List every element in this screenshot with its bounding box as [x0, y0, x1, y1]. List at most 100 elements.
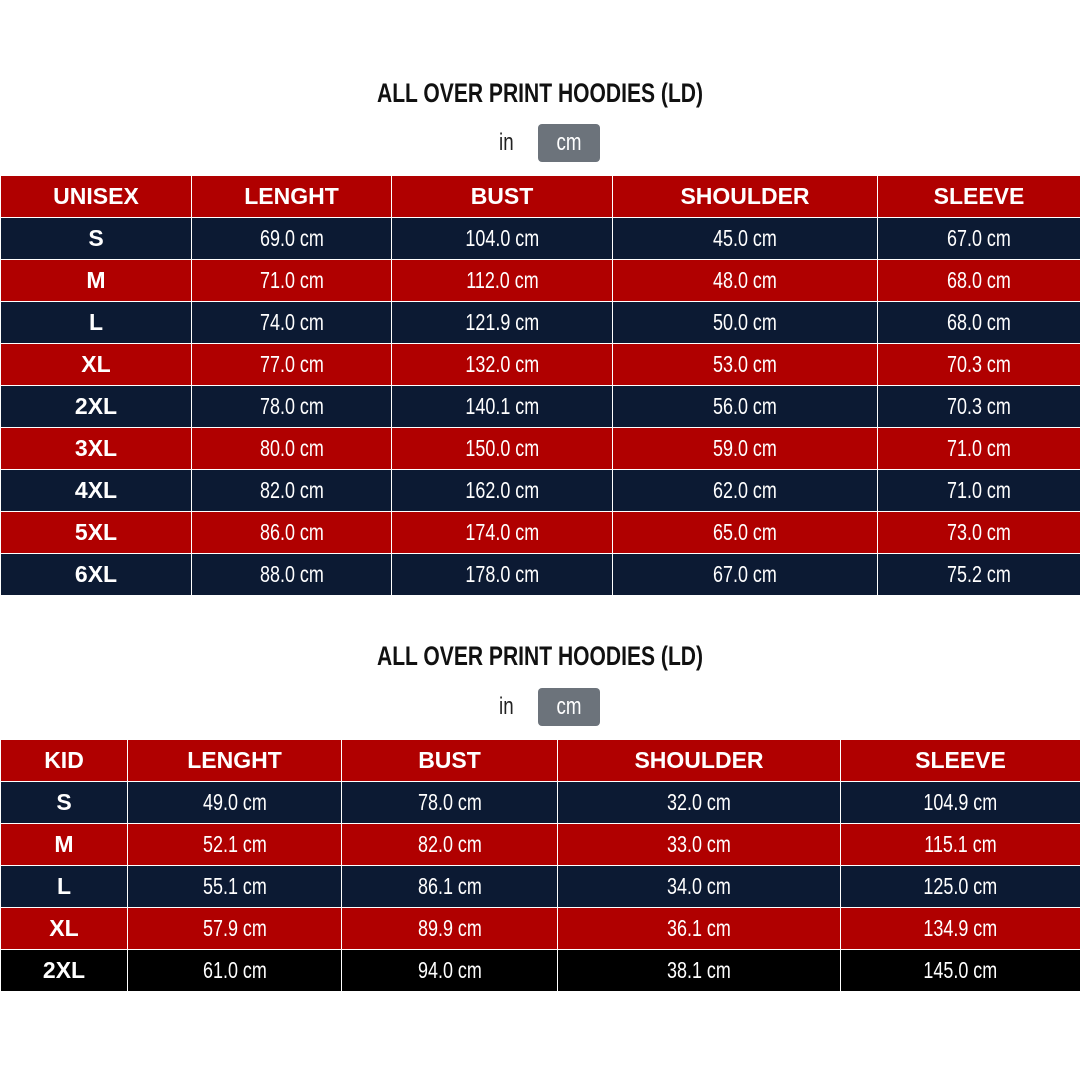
- measurement-cell: 62.0 cm: [612, 469, 878, 512]
- size-label: 3XL: [0, 427, 192, 470]
- table-row: XL 77.0 cm 132.0 cm 53.0 cm 70.3 cm: [0, 343, 1080, 386]
- column-header: SHOULDER: [612, 175, 878, 218]
- table-row: M 52.1 cm 82.0 cm 33.0 cm 115.1 cm: [0, 823, 1080, 866]
- measurement-cell: 145.0 cm: [840, 949, 1080, 992]
- measurement-cell: 174.0 cm: [391, 511, 613, 554]
- header-row: KID LENGHT BUST SHOULDER SLEEVE: [0, 739, 1080, 782]
- measurement-cell: 71.0 cm: [877, 469, 1080, 512]
- measurement-cell: 82.0 cm: [341, 823, 558, 866]
- column-header: SHOULDER: [557, 739, 841, 782]
- measurement-cell: 67.0 cm: [877, 217, 1080, 260]
- measurement-cell: 59.0 cm: [612, 427, 878, 470]
- measurement-cell: 162.0 cm: [391, 469, 613, 512]
- unit-cm-button[interactable]: cm: [538, 688, 600, 726]
- size-label: M: [0, 259, 192, 302]
- measurement-cell: 112.0 cm: [391, 259, 613, 302]
- table-row: L 55.1 cm 86.1 cm 34.0 cm 125.0 cm: [0, 865, 1080, 908]
- table-row: 6XL 88.0 cm 178.0 cm 67.0 cm 75.2 cm: [0, 553, 1080, 596]
- size-label: 2XL: [0, 949, 128, 992]
- measurement-cell: 80.0 cm: [191, 427, 392, 470]
- column-header: KID: [0, 739, 128, 782]
- measurement-cell: 125.0 cm: [840, 865, 1080, 908]
- measurement-cell: 48.0 cm: [612, 259, 878, 302]
- table-row: S 69.0 cm 104.0 cm 45.0 cm 67.0 cm: [0, 217, 1080, 260]
- measurement-cell: 104.0 cm: [391, 217, 613, 260]
- measurement-cell: 53.0 cm: [612, 343, 878, 386]
- measurement-cell: 78.0 cm: [191, 385, 392, 428]
- measurement-cell: 71.0 cm: [877, 427, 1080, 470]
- measurement-cell: 38.1 cm: [557, 949, 841, 992]
- measurement-cell: 140.1 cm: [391, 385, 613, 428]
- measurement-cell: 77.0 cm: [191, 343, 392, 386]
- measurement-cell: 71.0 cm: [191, 259, 392, 302]
- measurement-cell: 134.9 cm: [840, 907, 1080, 950]
- kid-title: ALL OVER PRINT HOODIES (LD): [376, 641, 704, 671]
- table-row: L 74.0 cm 121.9 cm 50.0 cm 68.0 cm: [0, 301, 1080, 344]
- measurement-cell: 94.0 cm: [341, 949, 558, 992]
- measurement-cell: 89.9 cm: [341, 907, 558, 950]
- kid-unit-toggle: in cm: [0, 688, 1080, 726]
- size-label: 6XL: [0, 553, 192, 596]
- measurement-cell: 86.0 cm: [191, 511, 392, 554]
- measurement-cell: 34.0 cm: [557, 865, 841, 908]
- table-row: 3XL 80.0 cm 150.0 cm 59.0 cm 71.0 cm: [0, 427, 1080, 470]
- table-row: M 71.0 cm 112.0 cm 48.0 cm 68.0 cm: [0, 259, 1080, 302]
- size-label: S: [0, 781, 128, 824]
- header-row: UNISEX LENGHT BUST SHOULDER SLEEVE: [0, 175, 1080, 218]
- size-label: L: [0, 865, 128, 908]
- measurement-cell: 52.1 cm: [127, 823, 342, 866]
- measurement-cell: 86.1 cm: [341, 865, 558, 908]
- measurement-cell: 55.1 cm: [127, 865, 342, 908]
- measurement-cell: 132.0 cm: [391, 343, 613, 386]
- measurement-cell: 73.0 cm: [877, 511, 1080, 554]
- column-header: LENGHT: [127, 739, 342, 782]
- table-row: XL 57.9 cm 89.9 cm 36.1 cm 134.9 cm: [0, 907, 1080, 950]
- measurement-cell: 69.0 cm: [191, 217, 392, 260]
- column-header: BUST: [341, 739, 558, 782]
- column-header: SLEEVE: [877, 175, 1080, 218]
- unisex-unit-toggle: in cm: [0, 124, 1080, 162]
- measurement-cell: 56.0 cm: [612, 385, 878, 428]
- measurement-cell: 115.1 cm: [840, 823, 1080, 866]
- size-label: XL: [0, 343, 192, 386]
- measurement-cell: 78.0 cm: [341, 781, 558, 824]
- measurement-cell: 33.0 cm: [557, 823, 841, 866]
- column-header: BUST: [391, 175, 613, 218]
- measurement-cell: 36.1 cm: [557, 907, 841, 950]
- measurement-cell: 50.0 cm: [612, 301, 878, 344]
- measurement-cell: 45.0 cm: [612, 217, 878, 260]
- size-label: 2XL: [0, 385, 192, 428]
- size-label: 5XL: [0, 511, 192, 554]
- size-label: M: [0, 823, 128, 866]
- measurement-cell: 75.2 cm: [877, 553, 1080, 596]
- table-row: 2XL 78.0 cm 140.1 cm 56.0 cm 70.3 cm: [0, 385, 1080, 428]
- column-header: UNISEX: [0, 175, 192, 218]
- measurement-cell: 88.0 cm: [191, 553, 392, 596]
- measurement-cell: 65.0 cm: [612, 511, 878, 554]
- size-label: 4XL: [0, 469, 192, 512]
- table-row: 5XL 86.0 cm 174.0 cm 65.0 cm 73.0 cm: [0, 511, 1080, 554]
- table-row: S 49.0 cm 78.0 cm 32.0 cm 104.9 cm: [0, 781, 1080, 824]
- unit-cm-button[interactable]: cm: [538, 124, 600, 162]
- size-label: XL: [0, 907, 128, 950]
- measurement-cell: 121.9 cm: [391, 301, 613, 344]
- measurement-cell: 70.3 cm: [877, 343, 1080, 386]
- measurement-cell: 49.0 cm: [127, 781, 342, 824]
- measurement-cell: 178.0 cm: [391, 553, 613, 596]
- column-header: SLEEVE: [840, 739, 1080, 782]
- kid-size-table: KID LENGHT BUST SHOULDER SLEEVE S 49.0 cm 78.0 …: [0, 739, 1080, 992]
- unit-in-button[interactable]: in: [498, 693, 514, 720]
- measurement-cell: 70.3 cm: [877, 385, 1080, 428]
- table-row: 4XL 82.0 cm 162.0 cm 62.0 cm 71.0 cm: [0, 469, 1080, 512]
- unit-in-button[interactable]: in: [498, 129, 514, 156]
- table-row: 2XL 61.0 cm 94.0 cm 38.1 cm 145.0 cm: [0, 949, 1080, 992]
- size-label: S: [0, 217, 192, 260]
- unisex-title: ALL OVER PRINT HOODIES (LD): [376, 78, 704, 108]
- measurement-cell: 32.0 cm: [557, 781, 841, 824]
- measurement-cell: 104.9 cm: [840, 781, 1080, 824]
- measurement-cell: 74.0 cm: [191, 301, 392, 344]
- measurement-cell: 150.0 cm: [391, 427, 613, 470]
- size-label: L: [0, 301, 192, 344]
- measurement-cell: 57.9 cm: [127, 907, 342, 950]
- column-header: LENGHT: [191, 175, 392, 218]
